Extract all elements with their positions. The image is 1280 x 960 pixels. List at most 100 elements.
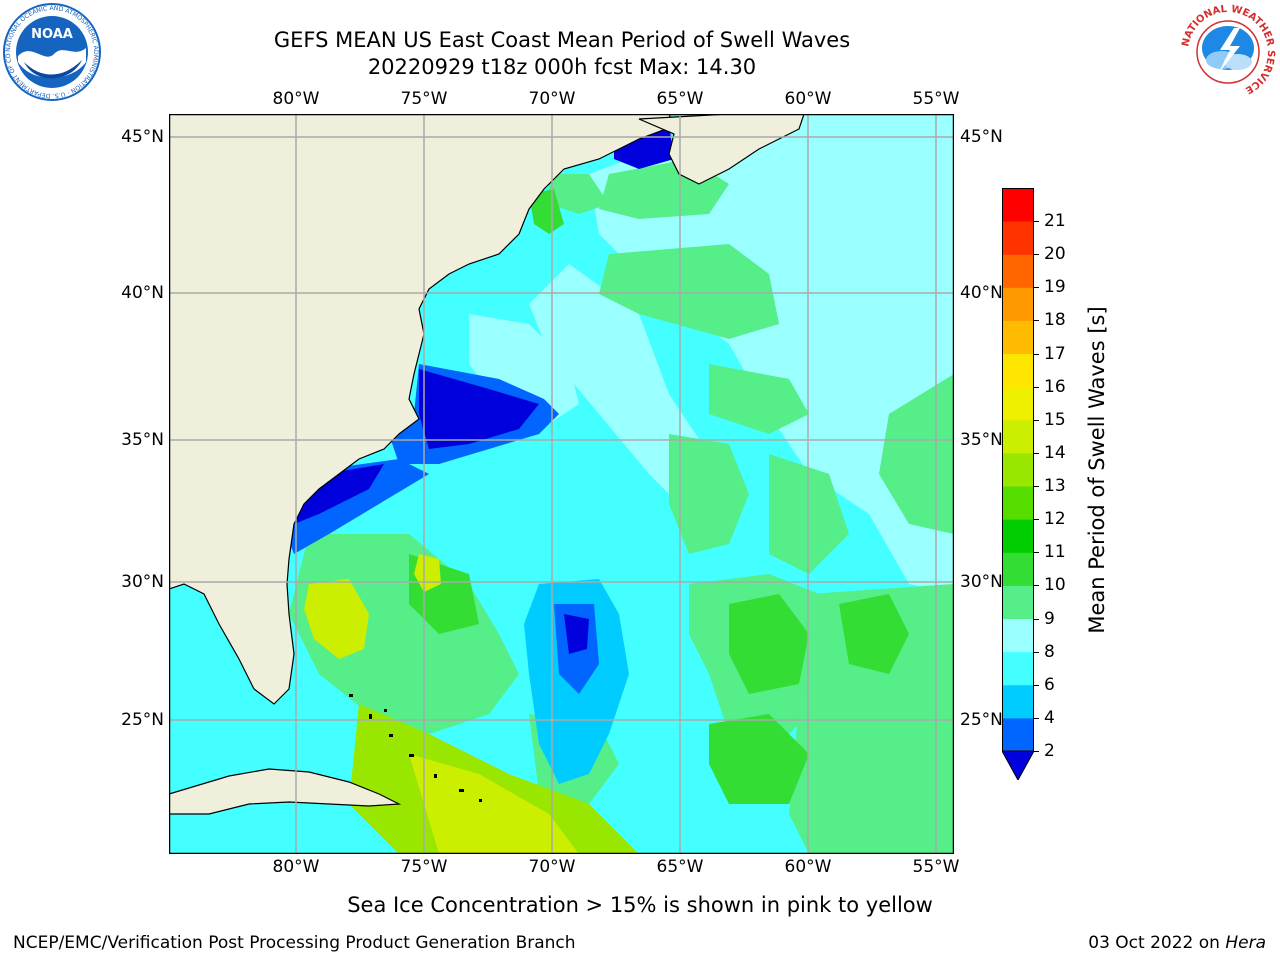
colorbar-segment <box>1002 320 1034 355</box>
swell-period-map[interactable] <box>169 114 954 854</box>
colorbar-tick-mark <box>1034 486 1039 488</box>
sea-ice-note: Sea Ice Concentration > 15% is shown in … <box>347 893 933 917</box>
colorbar-tick-label: 6 <box>1044 674 1055 695</box>
swell-band-9-10s <box>599 244 779 339</box>
lon-label: 70°W <box>528 89 576 109</box>
swell-band-10-11s <box>709 714 809 804</box>
colorbar-tick-label: 19 <box>1044 277 1066 298</box>
swell-band-12-13s <box>349 704 639 854</box>
colorbar-label: Mean Period of Swell Waves [s] <box>1085 306 1109 634</box>
lon-label: 75°W <box>400 857 448 877</box>
colorbar-tick-mark <box>1034 221 1039 223</box>
lon-label: 65°W <box>656 857 704 877</box>
colorbar-tick-label: 8 <box>1044 641 1055 662</box>
lon-label: 65°W <box>656 89 704 109</box>
lat-label: 30°N <box>121 572 164 592</box>
swell-band-9-10s <box>549 174 609 214</box>
colorbar-tick-label: 4 <box>1044 707 1055 728</box>
colorbar-tick-label: 16 <box>1044 376 1066 397</box>
swell-band-9-10s <box>669 434 749 554</box>
colorbar-tick-label: 15 <box>1044 409 1066 430</box>
colorbar-tick-label: 12 <box>1044 509 1066 530</box>
colorbar-segment <box>1002 519 1034 553</box>
swell-band-9-10s <box>789 584 954 854</box>
colorbar-tick-mark <box>1034 419 1039 421</box>
noaa-logo: NATIONAL OCEANIC AND ATMOSPHERIC ADMINIS… <box>2 2 101 101</box>
colorbar-segment <box>1002 452 1034 487</box>
colorbar-tick-label: 14 <box>1044 442 1066 463</box>
colorbar-tick-mark <box>1034 651 1039 653</box>
colorbar-tick-mark <box>1034 585 1039 587</box>
colorbar-under-arrow <box>1002 750 1034 780</box>
colorbar-tick-mark <box>1034 353 1039 355</box>
colorbar-segment <box>1002 287 1034 321</box>
lon-label: 80°W <box>272 89 320 109</box>
lat-label: 45°N <box>121 127 164 147</box>
lon-label: 80°W <box>272 857 320 877</box>
lat-label: 35°N <box>960 430 1003 450</box>
lon-label: 60°W <box>784 857 832 877</box>
bahamas-islands <box>349 694 482 802</box>
colorbar-tick-mark <box>1034 552 1039 554</box>
swell-band-10-11s <box>839 594 909 674</box>
swell-band-13-14s <box>409 754 579 854</box>
colorbar-segment <box>1002 552 1034 586</box>
swell-band-under-2s <box>564 614 589 654</box>
lat-label: 35°N <box>121 430 164 450</box>
colorbar-tick-label: 13 <box>1044 476 1066 497</box>
colorbar-tick-label: 10 <box>1044 575 1066 596</box>
graticule <box>169 114 954 854</box>
colorbar-tick-label: 2 <box>1044 741 1055 761</box>
swell-band-13-14s <box>304 579 369 659</box>
footer-credit: NCEP/EMC/Verification Post Processing Pr… <box>13 933 576 953</box>
lon-label: 55°W <box>912 857 960 877</box>
lat-label: 25°N <box>121 710 164 730</box>
colorbar-tick-mark <box>1034 618 1039 620</box>
colorbar-tick-label: 11 <box>1044 542 1066 563</box>
lon-label: 60°W <box>784 89 832 109</box>
lat-label: 25°N <box>960 710 1003 730</box>
colorbar-segment <box>1002 386 1034 421</box>
colorbar-tick-mark <box>1034 320 1039 322</box>
colorbar-tick-label: 9 <box>1044 608 1055 629</box>
colorbar-segment <box>1002 221 1034 255</box>
lat-label: 40°N <box>121 283 164 303</box>
colorbar-segment <box>1002 353 1034 388</box>
swell-band-10-11s <box>529 189 564 234</box>
swell-band-9-10s <box>709 364 809 434</box>
map-subtitle: 20220929 t18z 000h fcst Max: 14.30 <box>367 55 757 79</box>
nws-logo: NATIONAL WEATHER SERVICE <box>1180 4 1276 100</box>
colorbar-tick-label: 18 <box>1044 310 1066 331</box>
map-title: GEFS MEAN US East Coast Mean Period of S… <box>273 28 851 52</box>
colorbar-tick-label: 20 <box>1044 244 1066 265</box>
colorbar-segment <box>1002 651 1034 686</box>
lon-label: 70°W <box>528 857 576 877</box>
colorbar-tick-mark <box>1034 254 1039 256</box>
lon-label: 75°W <box>400 89 448 109</box>
colorbar-segment <box>1002 618 1034 653</box>
lat-label: 45°N <box>960 127 1003 147</box>
swell-band-10-11s <box>729 594 809 694</box>
colorbar-segment <box>1002 684 1034 719</box>
colorbar-tick-mark <box>1034 684 1039 686</box>
cuba-land <box>169 768 402 815</box>
swell-band-under-2s <box>419 369 539 449</box>
colorbar-tick-mark <box>1034 386 1039 388</box>
colorbar-segment <box>1002 486 1034 520</box>
swell-band-9-10s <box>769 454 849 574</box>
footer-date: 03 Oct 2022 on Hera <box>1088 933 1266 953</box>
colorbar-tick-label: 17 <box>1044 343 1066 364</box>
lon-label: 55°W <box>912 89 960 109</box>
map-border <box>169 114 954 854</box>
colorbar-tick-mark <box>1034 751 1039 752</box>
colorbar-segment <box>1002 717 1034 752</box>
colorbar-segment <box>1002 585 1034 620</box>
colorbar-tick-mark <box>1034 519 1039 521</box>
colorbar-tick-label: 21 <box>1044 211 1066 232</box>
colorbar-tick-mark <box>1034 287 1039 289</box>
colorbar-segment <box>1002 419 1034 454</box>
colorbar-tick-mark <box>1034 717 1039 719</box>
colorbar-tick-mark <box>1034 452 1039 454</box>
colorbar-segment <box>1002 254 1034 288</box>
lat-label: 30°N <box>960 572 1003 592</box>
